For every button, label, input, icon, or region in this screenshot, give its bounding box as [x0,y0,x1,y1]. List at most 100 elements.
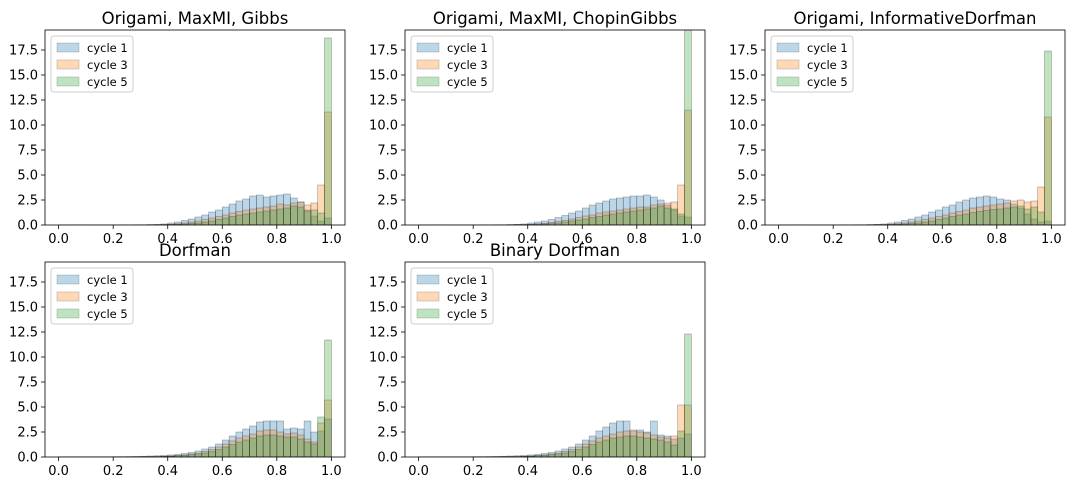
legend-frame [410,267,494,325]
histogram-bar-cycle-5 [602,439,610,457]
legend-swatch [56,42,80,53]
histogram-bar-cycle-5 [303,210,312,225]
legend-swatch [416,76,440,87]
histogram-bar-cycle-5 [1017,205,1025,225]
bars-group [418,333,692,457]
legend-label: cycle 5 [807,75,848,89]
histogram-bar-cycle-5 [208,451,216,457]
y-tick-label: 10.0 [729,119,758,134]
legend-label: cycle 3 [447,58,488,72]
y-tick-label: 7.5 [377,144,398,159]
y-tick-label: 10.0 [9,119,38,134]
x-tick-label: 0.2 [103,232,124,247]
x-tick-label: 1.0 [681,232,702,247]
y-tick-label: 7.5 [17,376,38,391]
x-tick-label: 0.4 [517,232,538,247]
legend-label: cycle 1 [87,273,128,287]
histogram-bar-cycle-5 [677,430,685,457]
histogram-bar-cycle-5 [575,449,583,457]
histogram-bar-cycle-5 [317,212,325,225]
x-tick-label: 0.2 [823,232,844,247]
x-tick-label: 0.2 [463,232,484,247]
legend: cycle 1 cycle 3 cycle 5 [50,267,134,325]
y-tick-label: 15.0 [369,301,398,316]
histogram-bar-cycle-5 [582,218,590,225]
panel-title: Origami, MaxMI, ChopinGibbs [433,9,677,28]
histogram-bar-cycle-5 [290,436,298,457]
histogram-bar-cycle-5 [650,438,658,457]
y-tick-label: 5.0 [377,169,398,184]
legend-label: cycle 1 [447,41,488,55]
histogram-bar-cycle-5 [276,435,284,457]
y-tick-label: 2.5 [737,194,758,209]
histogram-bar-cycle-5 [303,441,312,457]
histogram-bar-cycle-5 [256,211,264,225]
x-tick-label: 0.4 [877,232,898,247]
legend: cycle 1 cycle 3 cycle 5 [410,267,494,325]
histogram-bar-cycle-5 [588,217,597,225]
histogram-bar-cycle-5 [235,441,243,457]
legend-swatch [56,291,80,302]
y-tick-label: 10.0 [9,351,38,366]
histogram-bar-cycle-5 [602,214,610,225]
histogram-bar-cycle-5 [568,220,576,225]
histogram-bar-cycle-5 [636,436,644,457]
legend-label: cycle 1 [447,273,488,287]
legend-swatch [56,308,80,319]
histogram-bar-cycle-5 [670,208,678,225]
legend-frame [50,35,134,93]
y-tick-label: 15.0 [369,69,398,84]
axes-frame [764,29,1066,226]
y-tick-label: 2.5 [377,426,398,441]
x-tick-label: 0.8 [986,232,1007,247]
y-tick-label: 15.0 [9,301,38,316]
histogram-bar-cycle-5 [962,213,970,225]
histogram-bar-cycle-5 [622,211,631,225]
legend: cycle 1 cycle 3 cycle 5 [770,35,854,93]
legend-label: cycle 5 [447,307,488,321]
legend: cycle 1 cycle 3 cycle 5 [410,35,494,93]
histogram-bar-cycle-5 [242,439,250,457]
histogram-bar-cycle-5 [609,437,617,457]
x-tick-label: 0.0 [408,464,429,479]
histogram-bar-cycle-5 [228,216,237,225]
histogram-bar-cycle-5 [657,205,665,225]
histogram-bar-cycle-5 [670,444,678,457]
histogram-bar-cycle-5 [256,435,264,457]
y-tick-label: 5.0 [17,401,38,416]
y-tick-label: 12.5 [729,94,758,109]
histogram-bar-cycle-5 [616,436,624,457]
bars-group [778,50,1052,225]
y-tick-label: 2.5 [377,194,398,209]
x-tick-label: 0.0 [408,232,429,247]
histogram-bar-cycle-5 [561,452,569,457]
histogram-bar-cycle-5 [1044,50,1052,225]
legend-label: cycle 3 [87,58,128,72]
legend-label: cycle 3 [87,290,128,304]
histogram-bar-cycle-5 [262,210,271,225]
histogram-bar-cycle-5 [269,434,278,457]
y-tick-label: 2.5 [17,426,38,441]
histogram-panel: 0.0 0.2 0.4 0.6 0.8 1.0 0.0 2.5 5.0 7.5 10.0 12.5 15… [9,241,346,479]
x-tick-label: 0.6 [212,232,233,247]
histogram-bar-cycle-5 [317,416,325,457]
x-tick-label: 1.0 [321,464,342,479]
x-tick-label: 0.6 [932,232,953,247]
histogram-bar-cycle-5 [948,216,957,225]
x-tick-label: 0.8 [266,232,287,247]
y-tick-label: 5.0 [377,401,398,416]
x-tick-label: 0.6 [212,464,233,479]
histogram-bar-cycle-5 [201,452,209,457]
legend-swatch [56,76,80,87]
y-tick-label: 17.5 [729,44,758,59]
legend-label: cycle 5 [87,75,128,89]
axes-frame [404,29,706,226]
legend-swatch [56,274,80,285]
histogram-bar-cycle-5 [982,210,991,225]
histogram-bar-cycle-5 [1037,211,1045,225]
histogram-bar-cycle-5 [310,209,318,225]
histogram-bar-cycle-5 [324,339,332,457]
legend-swatch [776,59,800,70]
legend-swatch [416,291,440,302]
